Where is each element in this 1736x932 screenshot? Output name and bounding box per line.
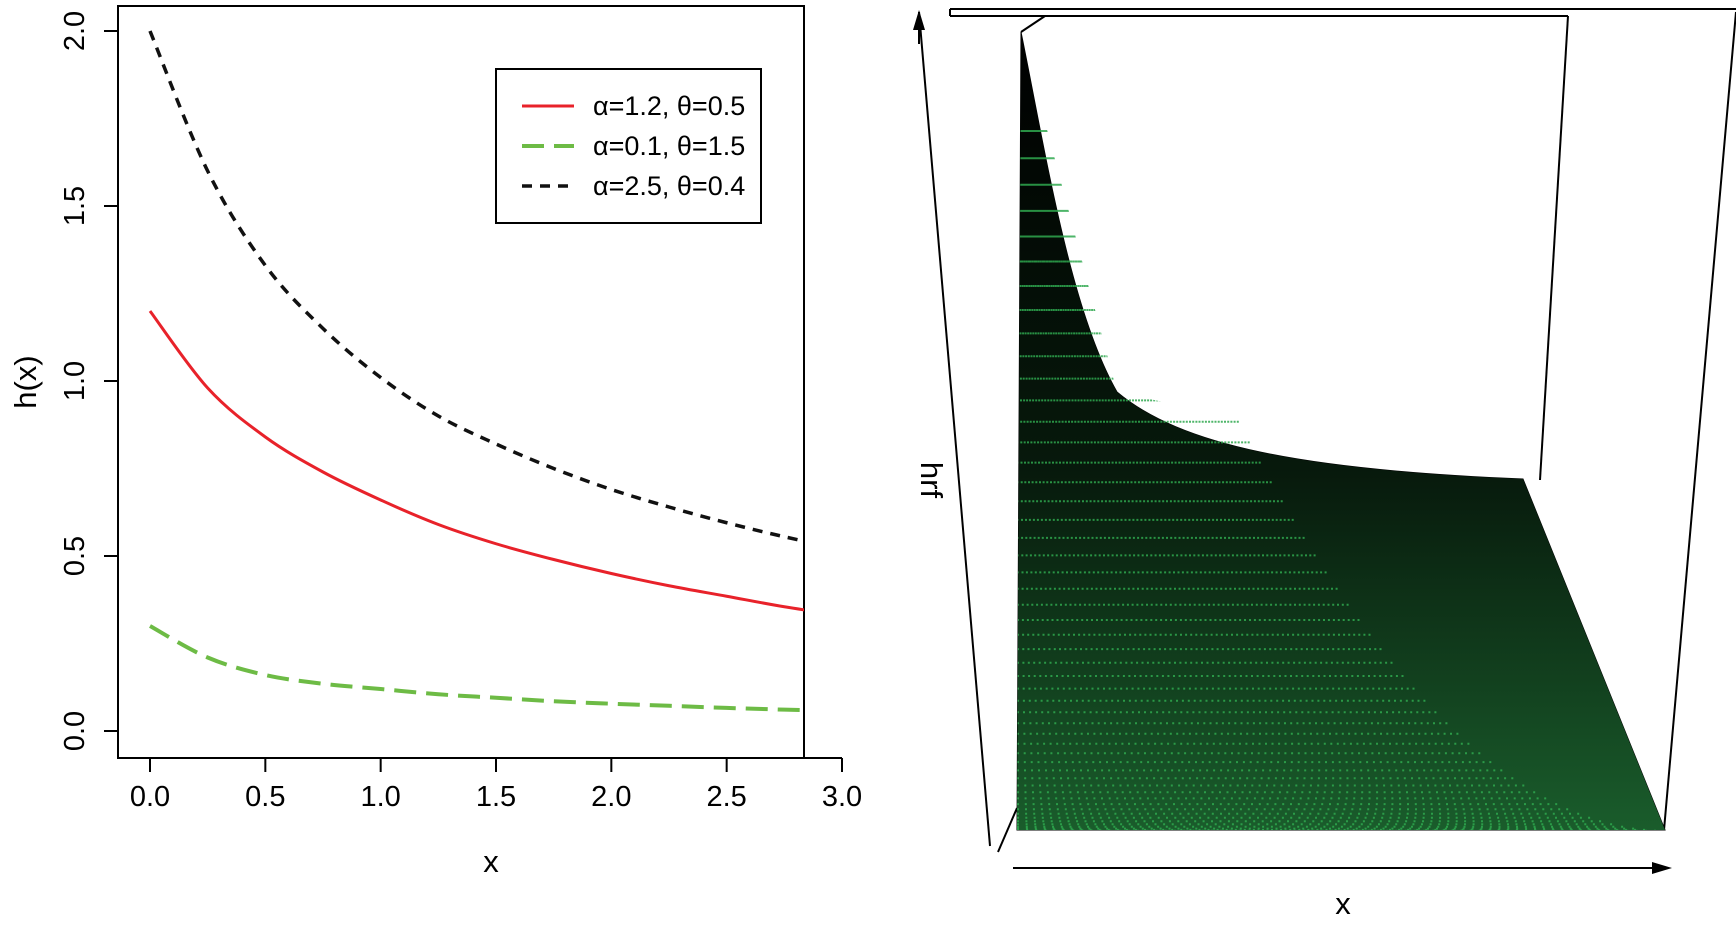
series-line-2 [149, 624, 804, 713]
box-right-edge [1663, 11, 1736, 831]
legend-label-series-2: α=0.1, θ=1.5 [593, 131, 745, 161]
surface-plot: x hrf [913, 8, 1736, 921]
series-group [148, 30, 804, 713]
box-back-left-edge [1020, 15, 1046, 33]
series-line-3 [148, 30, 804, 543]
legend-label-series-3: α=2.5, θ=0.4 [593, 171, 745, 201]
x-tick-label: 2.5 [707, 781, 747, 813]
z-axis-arrowhead [913, 10, 925, 30]
x-tick-label: 2.0 [591, 781, 631, 813]
x-axis: 0.0 0.5 1.0 1.5 2.0 2.5 3.0 [130, 757, 862, 813]
x-tick-label: 1.0 [361, 781, 401, 813]
box-left-edge [918, 11, 991, 847]
x-axis-title: x [483, 844, 499, 879]
y-tick-label: 0.0 [59, 711, 91, 751]
y-axis-title: h(x) [8, 355, 43, 408]
x-tick-label: 0.5 [245, 781, 285, 813]
box-back-right-edge [1539, 15, 1569, 481]
x-tick-label: 0.0 [130, 781, 170, 813]
surface-z-axis-title: hrf [914, 462, 949, 499]
surface-x-axis-title: x [1335, 886, 1351, 921]
x-tick-label: 1.5 [476, 781, 516, 813]
box-bottom-left-edge [997, 807, 1018, 853]
legend-label-series-1: α=1.2, θ=0.5 [593, 91, 745, 121]
y-axis: 0.0 0.5 1.0 1.5 2.0 [59, 11, 119, 751]
legend: α=1.2, θ=0.5 α=0.1, θ=1.5 α=2.5, θ=0.4 [495, 68, 762, 224]
series-line-1 [148, 310, 804, 612]
y-tick-label: 0.5 [59, 536, 91, 576]
surface-box [918, 8, 1736, 853]
line-chart: 0.0 0.5 1.0 1.5 2.0 2.5 3.0 0.00.51.01.52.0 x … [8, 5, 862, 879]
x-axis-arrowhead [1652, 862, 1672, 874]
y-tick-label: 2.0 [59, 11, 91, 51]
y-tick-label: 1.5 [59, 186, 91, 226]
y-tick-label: 1.0 [59, 361, 91, 401]
surface-shading [1017, 32, 1665, 830]
x-tick-label: 3.0 [822, 781, 862, 813]
